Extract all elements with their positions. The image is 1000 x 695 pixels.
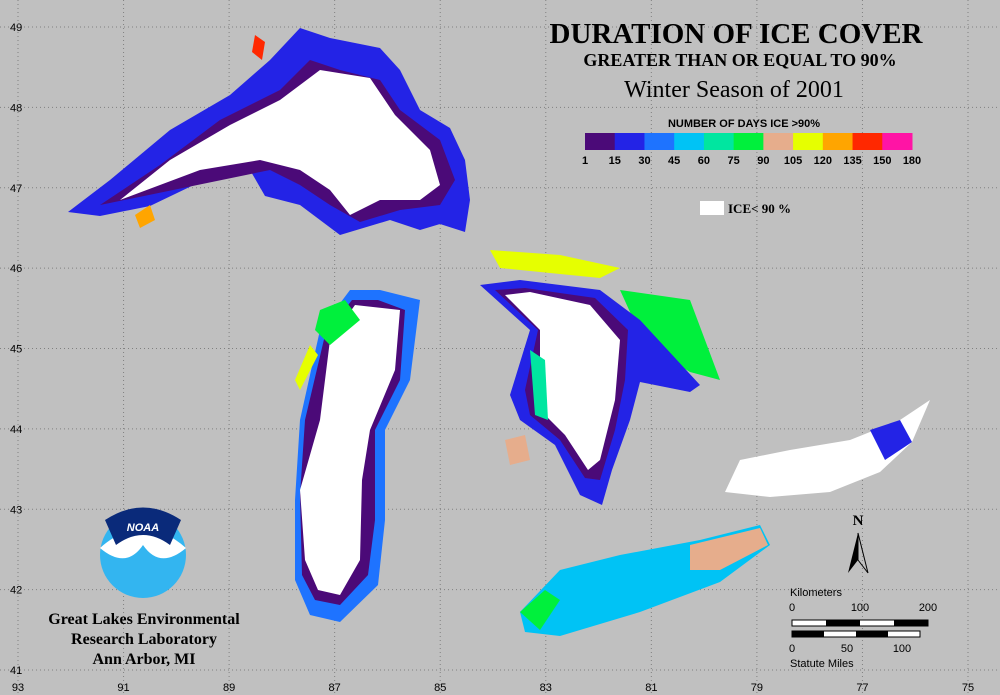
legend-swatch (763, 133, 794, 150)
legend-label: 90 (757, 155, 769, 167)
scale-mi-label: 0 (789, 643, 795, 655)
legend-swatch (585, 133, 616, 150)
longitude-label: 85 (434, 682, 446, 694)
legend-title: NUMBER OF DAYS ICE >90% (668, 118, 820, 130)
legend-label: 150 (873, 155, 891, 167)
lake-ontario (725, 400, 930, 497)
lake-erie (520, 525, 770, 636)
longitude-label: 81 (645, 682, 657, 694)
noaa-text: NOAA (127, 522, 159, 534)
org-line: Ann Arbor, MI (93, 651, 196, 668)
legend-label: 45 (668, 155, 680, 167)
latitude-label: 42 (10, 585, 22, 597)
latitude-label: 43 (10, 504, 22, 516)
north-arrow (848, 533, 858, 573)
no-ice-swatch (700, 201, 724, 215)
legend-swatch (674, 133, 705, 150)
latitude-label: 45 (10, 344, 22, 356)
north-arrow (857, 532, 869, 574)
longitude-label: 91 (117, 682, 129, 694)
legend-label: 60 (698, 155, 710, 167)
season: Winter Season of 2001 (624, 77, 844, 103)
legend-swatch (793, 133, 824, 150)
subtitle: GREATER THAN OR EQUAL TO 90% (583, 50, 896, 70)
scale-mi-label: 50 (841, 643, 853, 655)
lake-superior (68, 28, 470, 235)
legend-swatch (733, 133, 764, 150)
scale-km-label: 100 (851, 602, 869, 614)
org-line: Research Laboratory (71, 631, 217, 648)
noaa-logo: NOAA (100, 507, 186, 598)
longitude-label: 89 (223, 682, 235, 694)
legend-swatch (614, 133, 645, 150)
latitude-label: 47 (10, 183, 22, 195)
legend: 1 15 30 45 60 75 90 105 120 135 150 180 (582, 133, 921, 167)
longitude-label: 83 (540, 682, 552, 694)
legend-swatch (852, 133, 883, 150)
longitude-label: 87 (329, 682, 341, 694)
longitude-label: 77 (856, 682, 868, 694)
scale-mi-title: Statute Miles (790, 658, 854, 670)
legend-swatch (644, 133, 675, 150)
scale-km-title: Kilometers (790, 587, 842, 599)
latitude-label: 46 (10, 263, 22, 275)
legend-label: 135 (843, 155, 861, 167)
lake-huron (480, 250, 720, 505)
legend-swatch (882, 133, 913, 150)
legend-label: 75 (728, 155, 740, 167)
longitude-label: 79 (751, 682, 763, 694)
legend-label: 120 (814, 155, 832, 167)
latitude-label: 41 (10, 665, 22, 677)
longitude-label: 93 (12, 682, 24, 694)
legend-label: 30 (638, 155, 650, 167)
latitude-label: 48 (10, 102, 22, 114)
latitude-label: 44 (10, 424, 22, 436)
legend-swatch (703, 133, 735, 150)
latitude-label: 49 (10, 22, 22, 34)
legend-label: 15 (609, 155, 621, 167)
legend-label: 180 (903, 155, 921, 167)
title: DURATION OF ICE COVER (550, 18, 924, 50)
org-line: Great Lakes Environmental (48, 611, 240, 628)
scale-mi-label: 100 (893, 643, 911, 655)
scale-km-label: 0 (789, 602, 795, 614)
scale-bar: Kilometers 0 100 200 0 50 100 Statute Mi… (789, 587, 937, 670)
no-ice-label: ICE< 90 % (728, 201, 791, 216)
scale-km-label: 200 (919, 602, 937, 614)
legend-swatch (822, 133, 854, 150)
lake-michigan (295, 290, 420, 622)
legend-label: 1 (582, 155, 588, 167)
north-label: N (853, 513, 864, 529)
longitude-label: 75 (962, 682, 974, 694)
legend-label: 105 (784, 155, 802, 167)
